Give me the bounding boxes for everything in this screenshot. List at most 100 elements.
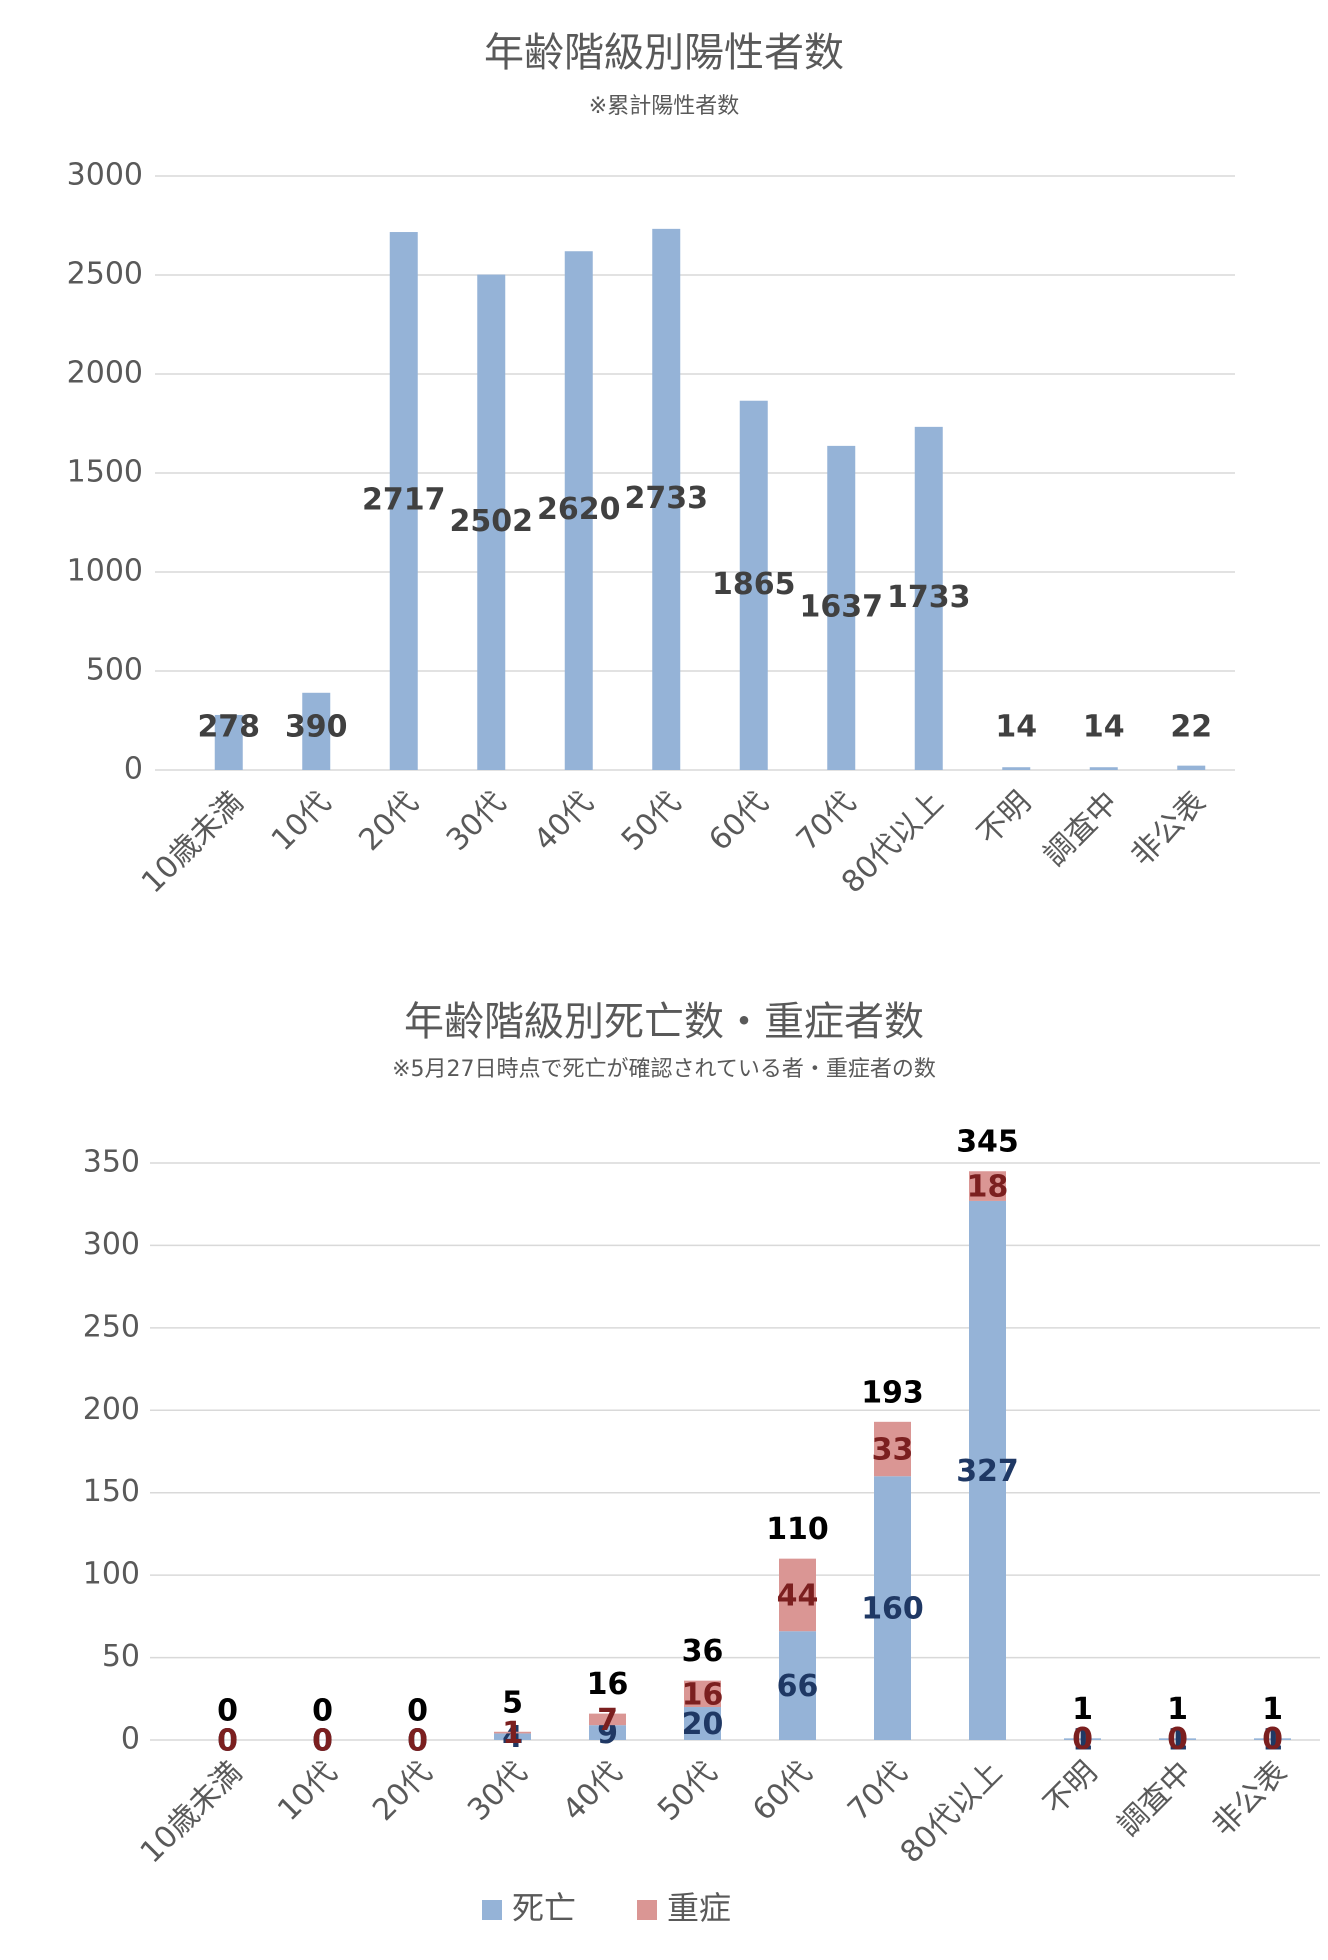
- bar-segment: [1064, 1738, 1101, 1740]
- data-label: 2620: [537, 492, 621, 527]
- bar: [1089, 767, 1118, 770]
- total-label: 0: [407, 1694, 428, 1729]
- y-tick-label: 250: [83, 1309, 140, 1344]
- data-label: 44: [777, 1578, 819, 1613]
- y-tick-label: 3000: [67, 158, 143, 193]
- data-label: 0: [217, 1724, 238, 1759]
- total-label: 16: [587, 1667, 629, 1702]
- y-tick-label: 0: [121, 1722, 140, 1757]
- data-label: 0: [312, 1724, 333, 1759]
- bar-segment: [494, 1731, 531, 1734]
- x-tick-label: 10歳未満: [134, 1755, 249, 1870]
- data-label: 0: [1167, 1722, 1188, 1757]
- data-label: 14: [1083, 710, 1125, 745]
- bar-segment: [589, 1713, 626, 1726]
- chart-title: 年齢階級別陽性者数: [484, 30, 844, 76]
- data-label: 2502: [450, 504, 534, 539]
- y-tick-label: 100: [83, 1557, 140, 1592]
- data-label: 0: [312, 1724, 333, 1759]
- x-tick-label: 30代: [461, 1755, 534, 1828]
- bar-segment: [589, 1725, 626, 1740]
- total-label: 36: [682, 1634, 724, 1669]
- data-label: 1637: [800, 589, 884, 624]
- y-tick-label: 500: [86, 653, 143, 688]
- y-tick-label: 0: [124, 752, 143, 787]
- total-label: 5: [502, 1685, 523, 1720]
- x-tick-label: 非公表: [1125, 785, 1213, 873]
- y-tick-label: 200: [83, 1392, 140, 1427]
- data-label: 2717: [362, 483, 446, 518]
- bar: [1177, 765, 1206, 770]
- y-tick-label: 50: [102, 1639, 140, 1674]
- bar-segment: [1159, 1738, 1196, 1740]
- x-tick-label: 10代: [265, 785, 338, 858]
- legend-swatch: [482, 1900, 502, 1920]
- bar-segment: [874, 1476, 911, 1740]
- bar-segment: [1254, 1738, 1291, 1740]
- total-label: 1: [1072, 1692, 1093, 1727]
- bar: [652, 228, 681, 771]
- x-tick-label: 40代: [556, 1755, 629, 1828]
- bar-segment: [684, 1707, 721, 1740]
- x-tick-label: 70代: [841, 1755, 914, 1828]
- total-label: 345: [956, 1125, 1019, 1160]
- legend-label: 死亡: [512, 1889, 576, 1927]
- total-label: 0: [312, 1694, 333, 1729]
- data-label: 0: [1072, 1722, 1093, 1757]
- x-tick-label: 不明: [971, 785, 1038, 852]
- x-tick-label: 60代: [702, 785, 775, 858]
- y-tick-label: 2000: [67, 356, 143, 391]
- legend-swatch: [637, 1900, 657, 1920]
- legend-label: 重症: [667, 1889, 731, 1927]
- x-tick-label: 50代: [651, 1755, 724, 1828]
- x-tick-label: 80代以上: [894, 1755, 1009, 1870]
- bar-segment: [969, 1171, 1006, 1201]
- y-tick-label: 350: [83, 1145, 140, 1180]
- data-label: 390: [285, 710, 348, 745]
- bar-segment: [494, 1733, 531, 1740]
- bar-segment: [874, 1421, 911, 1477]
- y-tick-label: 150: [83, 1474, 140, 1509]
- x-tick-label: 調査中: [1111, 1755, 1199, 1843]
- total-label: 1: [1262, 1692, 1283, 1727]
- x-tick-label: 10歳未満: [135, 785, 250, 900]
- data-label: 16: [682, 1677, 724, 1712]
- chart-subtitle: ※累計陽性者数: [589, 94, 739, 119]
- x-tick-label: 10代: [271, 1755, 344, 1828]
- data-label: 0: [407, 1724, 428, 1759]
- data-label: 22: [1170, 710, 1212, 745]
- data-label: 14: [995, 710, 1037, 745]
- x-tick-label: 30代: [440, 785, 513, 858]
- data-label: 0: [217, 1724, 238, 1759]
- total-label: 1: [1167, 1692, 1188, 1727]
- y-tick-label: 2500: [67, 257, 143, 292]
- y-tick-label: 1500: [67, 455, 143, 490]
- bar-segment: [779, 1558, 816, 1632]
- x-tick-label: 40代: [527, 785, 600, 858]
- data-label: 278: [197, 710, 260, 745]
- data-label: 66: [777, 1669, 819, 1704]
- y-tick-label: 300: [83, 1227, 140, 1262]
- x-tick-label: 非公表: [1206, 1755, 1294, 1843]
- x-tick-label: 50代: [615, 785, 688, 858]
- data-label: 1: [1262, 1723, 1283, 1758]
- bar: [389, 232, 418, 770]
- data-label: 1: [1167, 1723, 1188, 1758]
- x-tick-label: 調査中: [1037, 785, 1125, 873]
- bar-segment: [684, 1680, 721, 1708]
- total-label: 110: [766, 1512, 829, 1547]
- total-label: 0: [217, 1694, 238, 1729]
- bar: [564, 251, 593, 771]
- bar-segment: [779, 1631, 816, 1740]
- data-label: 327: [956, 1454, 1019, 1489]
- data-label: 18: [967, 1170, 1009, 1205]
- data-label: 1: [1072, 1723, 1093, 1758]
- data-label: 4: [502, 1720, 523, 1755]
- data-label: 33: [872, 1433, 914, 1468]
- data-label: 0: [1262, 1722, 1283, 1757]
- x-tick-label: 60代: [746, 1755, 819, 1828]
- x-tick-label: 不明: [1037, 1755, 1104, 1822]
- bar: [214, 714, 243, 770]
- y-tick-label: 1000: [67, 554, 143, 589]
